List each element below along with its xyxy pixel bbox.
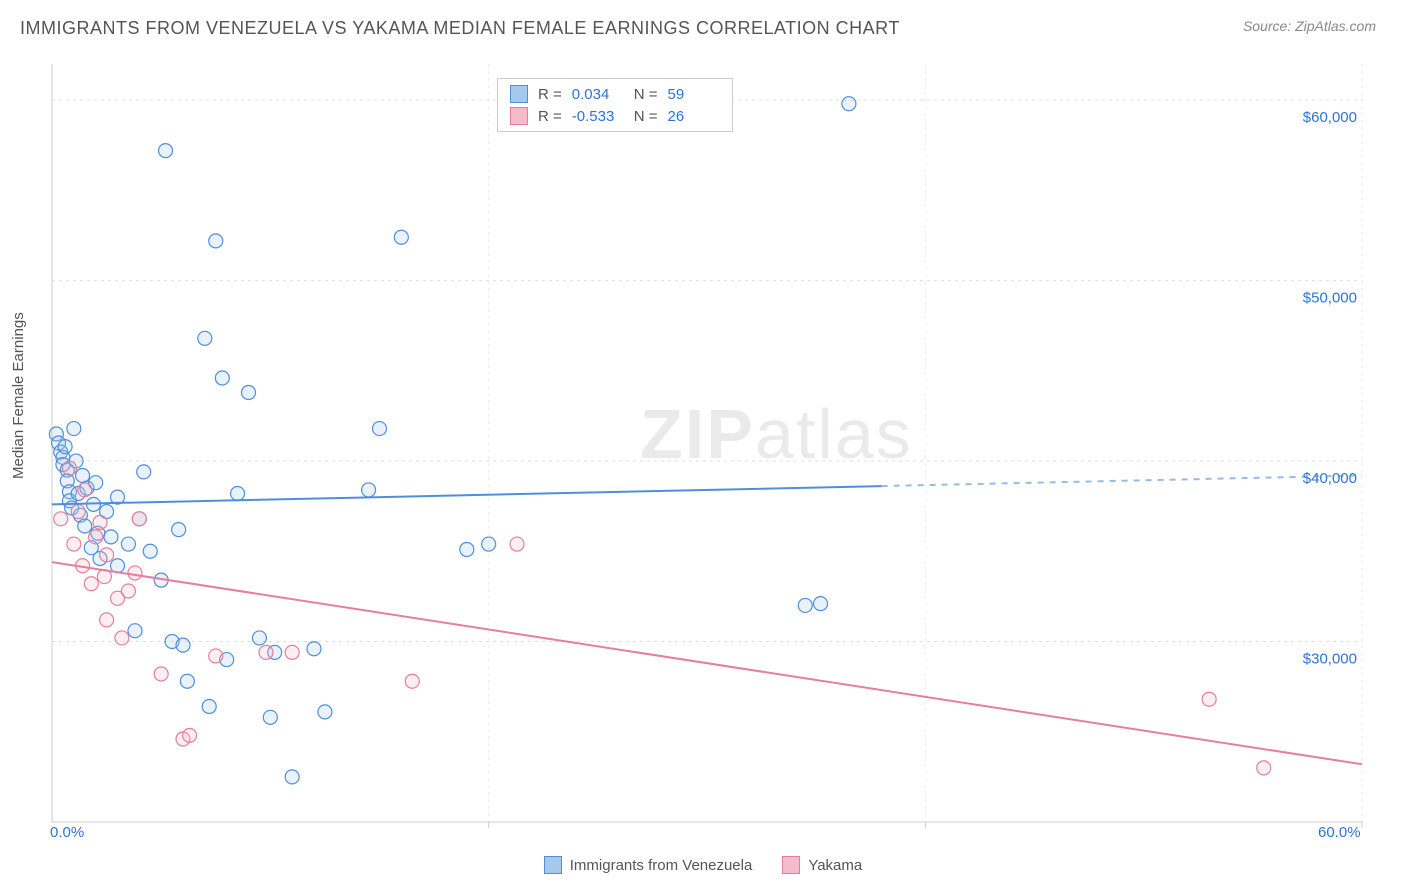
scatter-chart: $30,000 $40,000 $50,000 $60,000	[0, 49, 1406, 889]
chart-area: Median Female Earnings $30,000 $40,000 $50…	[0, 49, 1406, 889]
data-point	[154, 667, 168, 681]
legend: Immigrants from Venezuela Yakama	[0, 856, 1406, 874]
data-point	[482, 537, 496, 551]
stats-row: R = 0.034 N = 59	[510, 83, 720, 105]
data-point	[362, 483, 376, 497]
n-label: N =	[634, 86, 658, 103]
data-point	[209, 234, 223, 248]
r-label: R =	[538, 86, 562, 103]
data-point	[100, 613, 114, 627]
data-point	[394, 230, 408, 244]
data-point	[115, 631, 129, 645]
data-point	[93, 515, 107, 529]
legend-swatch	[544, 856, 562, 874]
header: IMMIGRANTS FROM VENEZUELA VS YAKAMA MEDI…	[0, 0, 1406, 49]
trend-line	[52, 486, 882, 504]
data-point	[307, 642, 321, 656]
data-point	[67, 537, 81, 551]
data-point	[285, 645, 299, 659]
data-point	[172, 523, 186, 537]
data-point	[252, 631, 266, 645]
y-tick-label: $60,000	[1303, 109, 1357, 126]
trend-line-extrapolated	[882, 475, 1362, 486]
r-value: -0.533	[572, 108, 624, 125]
data-point	[259, 645, 273, 659]
data-point	[121, 584, 135, 598]
n-label: N =	[634, 108, 658, 125]
data-point	[242, 385, 256, 399]
data-point	[71, 505, 85, 519]
data-point	[798, 598, 812, 612]
n-value: 59	[668, 86, 720, 103]
r-label: R =	[538, 108, 562, 125]
legend-label: Immigrants from Venezuela	[570, 857, 753, 874]
x-axis-max-label: 60.0%	[1318, 824, 1361, 841]
y-tick-label: $40,000	[1303, 470, 1357, 487]
series-swatch	[510, 107, 528, 125]
y-tick-label: $30,000	[1303, 651, 1357, 668]
data-point	[54, 512, 68, 526]
data-point	[263, 710, 277, 724]
data-point	[176, 638, 190, 652]
data-point	[128, 624, 142, 638]
data-point	[215, 371, 229, 385]
data-point	[89, 530, 103, 544]
correlation-stats-box: R = 0.034 N = 59 R = -0.533 N = 26	[497, 78, 733, 132]
legend-label: Yakama	[808, 857, 862, 874]
data-point	[842, 97, 856, 111]
n-value: 26	[668, 108, 720, 125]
stats-row: R = -0.533 N = 26	[510, 105, 720, 127]
data-point	[104, 530, 118, 544]
data-point	[373, 422, 387, 436]
data-point	[78, 519, 92, 533]
legend-item: Immigrants from Venezuela	[544, 856, 753, 874]
r-value: 0.034	[572, 86, 624, 103]
data-point	[137, 465, 151, 479]
chart-title: IMMIGRANTS FROM VENEZUELA VS YAKAMA MEDI…	[20, 18, 900, 39]
data-point	[1202, 692, 1216, 706]
data-point	[67, 422, 81, 436]
data-point	[1257, 761, 1271, 775]
data-point	[460, 542, 474, 556]
legend-item: Yakama	[782, 856, 862, 874]
data-point	[62, 461, 76, 475]
data-point	[814, 597, 828, 611]
y-axis-label: Median Female Earnings	[10, 312, 27, 479]
data-point	[231, 487, 245, 501]
data-point	[198, 331, 212, 345]
data-point	[159, 144, 173, 158]
data-point	[143, 544, 157, 558]
data-point	[58, 440, 72, 454]
data-point	[209, 649, 223, 663]
data-point	[202, 699, 216, 713]
data-point	[183, 728, 197, 742]
data-point	[76, 468, 90, 482]
legend-swatch	[782, 856, 800, 874]
data-point	[128, 566, 142, 580]
series-swatch	[510, 85, 528, 103]
data-point	[100, 548, 114, 562]
data-point	[180, 674, 194, 688]
source-label: Source: ZipAtlas.com	[1243, 18, 1376, 34]
data-point	[510, 537, 524, 551]
data-point	[318, 705, 332, 719]
data-point	[78, 483, 92, 497]
x-axis-min-label: 0.0%	[50, 824, 84, 841]
data-point	[132, 512, 146, 526]
data-point	[121, 537, 135, 551]
y-tick-label: $50,000	[1303, 290, 1357, 307]
trend-line	[52, 562, 1362, 764]
data-point	[285, 770, 299, 784]
data-point	[405, 674, 419, 688]
data-point	[84, 577, 98, 591]
